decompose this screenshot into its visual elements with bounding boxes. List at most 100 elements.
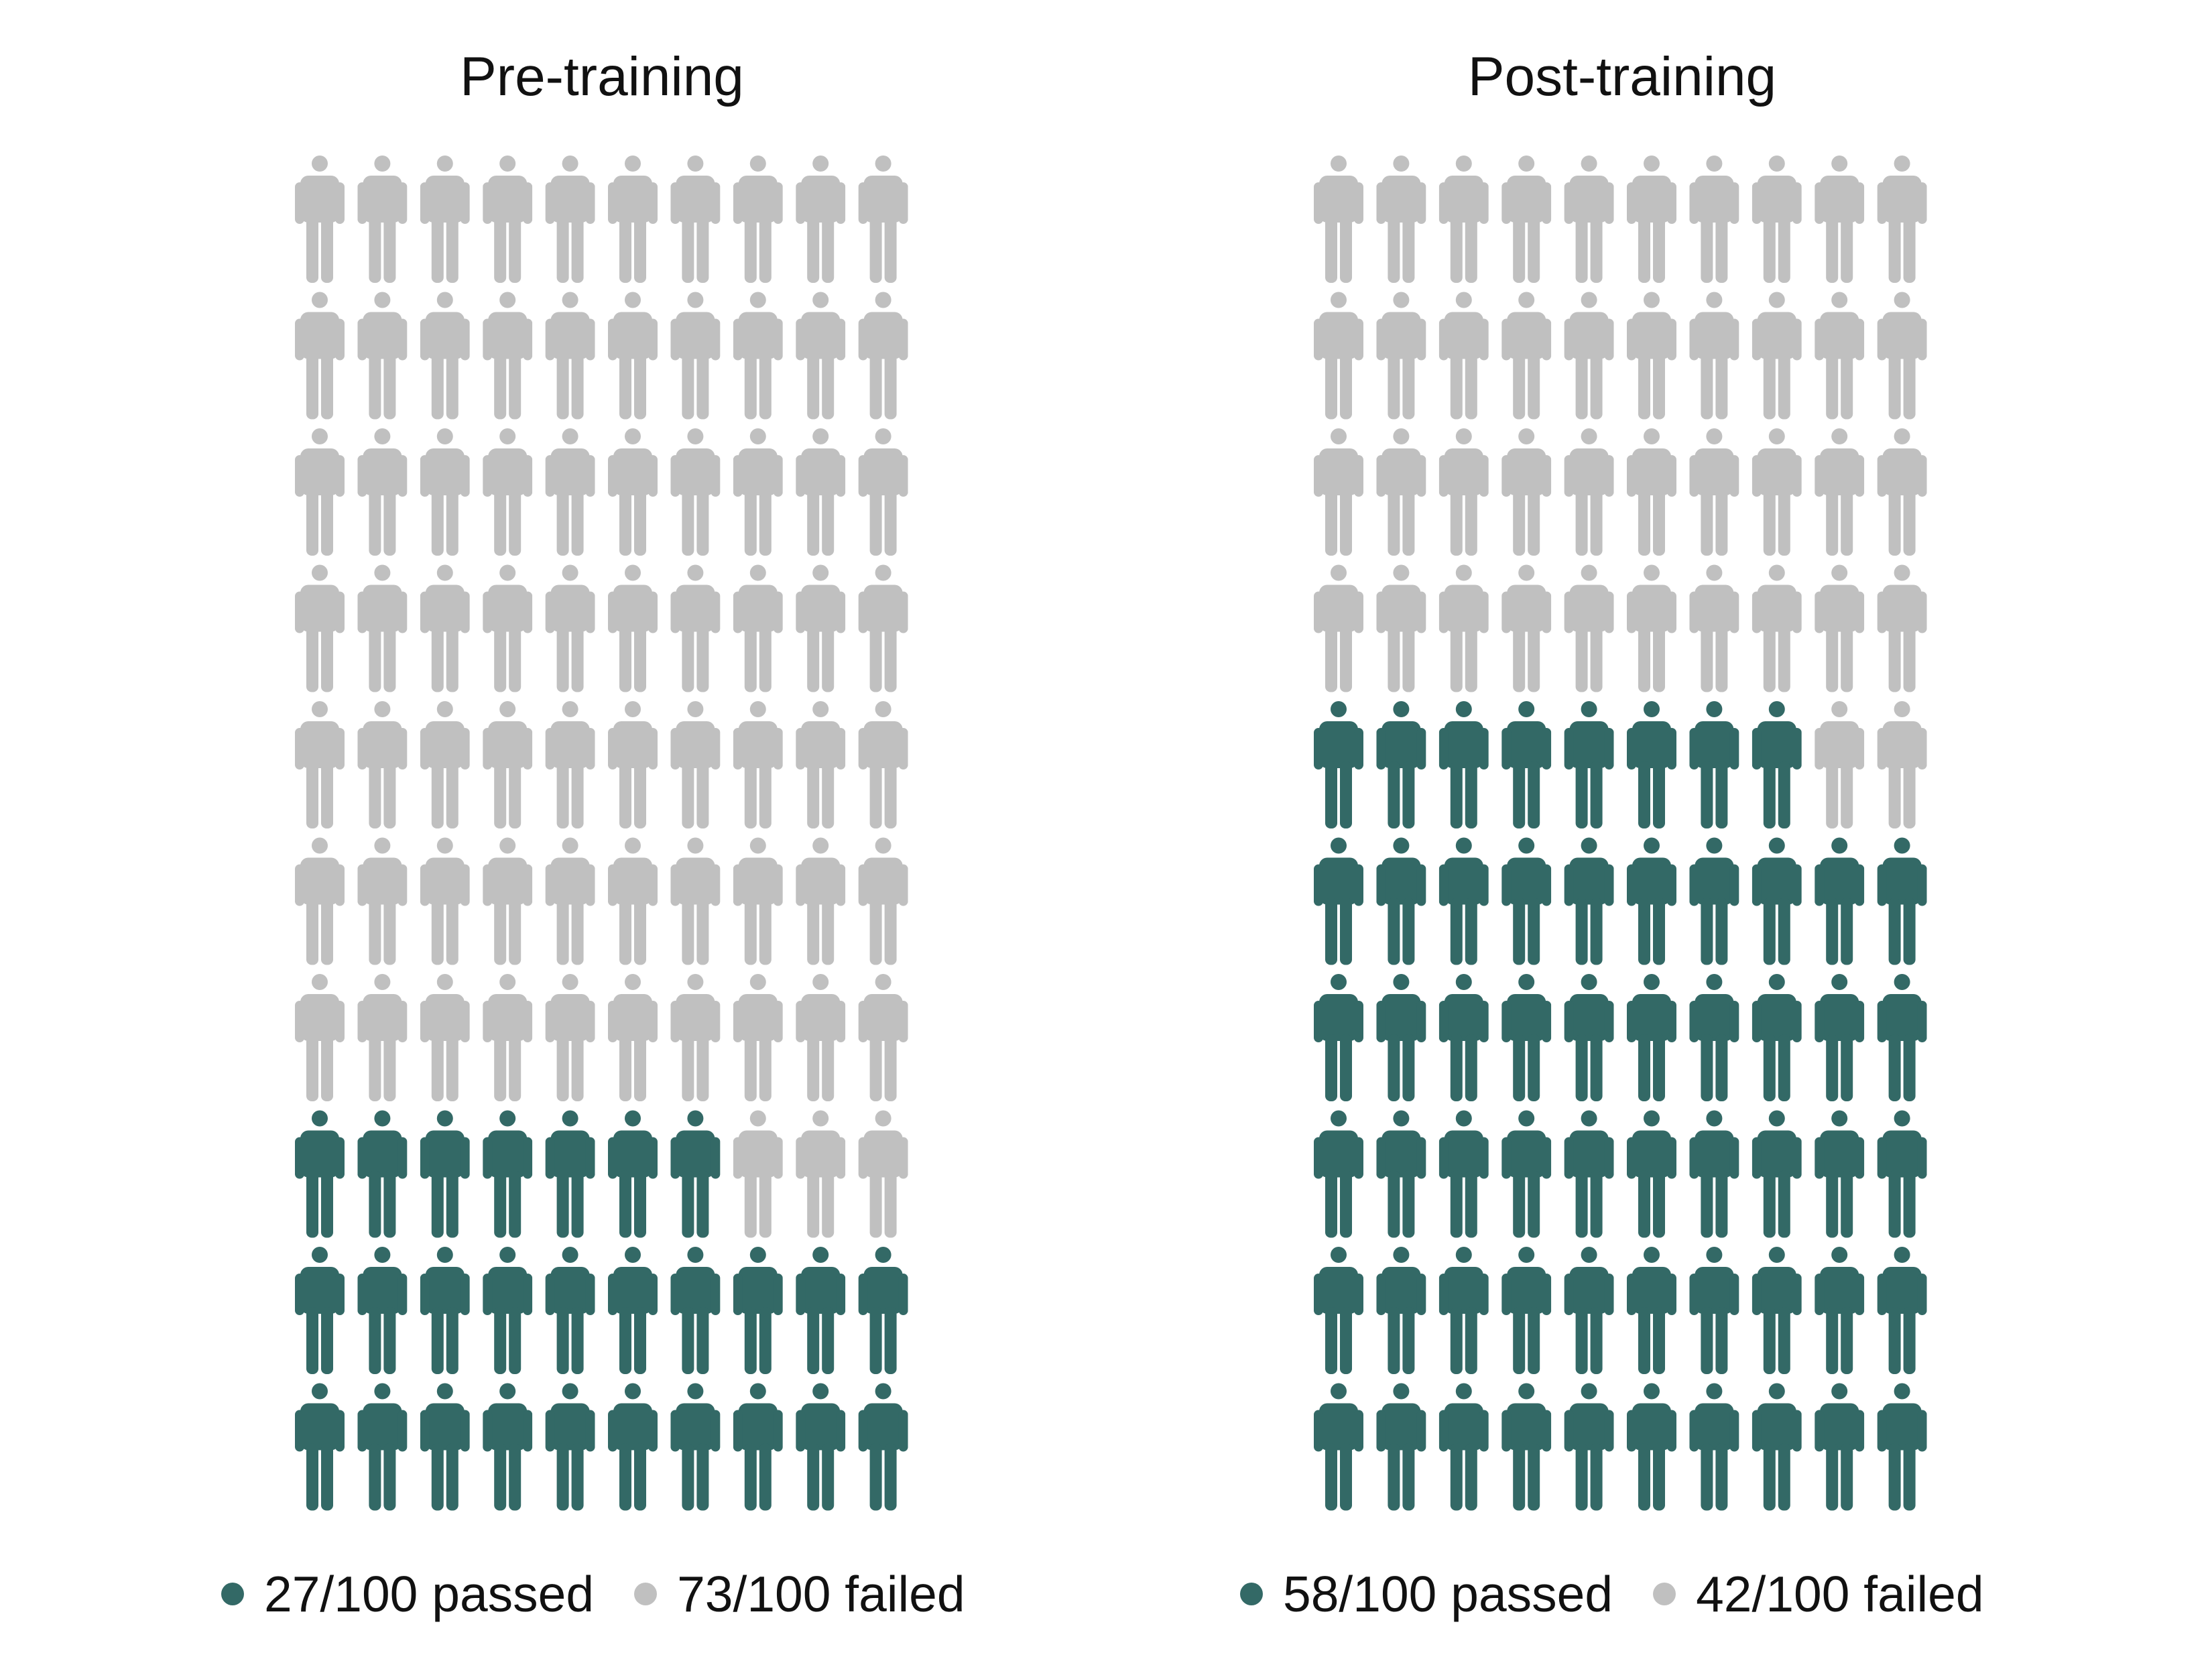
person-icon-failed: [420, 292, 470, 420]
person-icon-failed: [1627, 428, 1676, 556]
person-icon-failed: [1752, 292, 1802, 420]
person-icon-failed: [1376, 428, 1426, 556]
person-icon-passed: [1564, 701, 1614, 828]
person-icon-failed: [1877, 564, 1927, 692]
person-icon-failed: [858, 837, 908, 965]
person-icon-passed: [1752, 1383, 1802, 1511]
person-icon-failed: [1376, 156, 1426, 283]
person-icon-passed: [1877, 974, 1927, 1101]
person-icon-passed: [1376, 1110, 1426, 1238]
person-icon-failed: [608, 974, 658, 1101]
person-icon-failed: [1689, 292, 1739, 420]
person-icon-passed: [1501, 701, 1552, 828]
person-icon-failed: [545, 837, 595, 965]
person-icon-failed: [608, 837, 658, 965]
person-icon-passed: [1501, 1247, 1552, 1374]
person-icon-failed: [420, 837, 470, 965]
person-icon-failed: [1564, 156, 1614, 283]
person-icon-passed: [357, 1247, 408, 1374]
person-icon-failed: [1815, 156, 1865, 283]
pictogram-grid-pre: [295, 156, 908, 1511]
person-icon-failed: [796, 564, 846, 692]
person-icon-passed: [483, 1110, 533, 1238]
person-icon-failed: [483, 428, 533, 556]
legend-dot-passed-icon: [1240, 1583, 1263, 1605]
person-icon-passed: [1689, 974, 1739, 1101]
person-icon-passed: [1752, 1247, 1802, 1374]
person-icon-failed: [420, 564, 470, 692]
legend-label-passed: 58/100 passed: [1283, 1566, 1613, 1622]
person-icon-passed: [1627, 1247, 1676, 1374]
person-icon-passed: [1314, 1110, 1363, 1238]
person-icon-failed: [1501, 156, 1552, 283]
person-icon-passed: [420, 1383, 470, 1511]
person-icon-failed: [295, 974, 345, 1101]
person-icon-failed: [420, 428, 470, 556]
person-icon-failed: [357, 156, 408, 283]
person-icon-failed: [545, 701, 595, 828]
person-icon-failed: [858, 974, 908, 1101]
person-icon-passed: [295, 1383, 345, 1511]
person-icon-passed: [1689, 1383, 1739, 1511]
person-icon-passed: [858, 1383, 908, 1511]
person-icon-passed: [1815, 974, 1865, 1101]
person-icon-passed: [670, 1110, 721, 1238]
person-icon-passed: [608, 1110, 658, 1238]
person-icon-failed: [733, 292, 783, 420]
person-icon-failed: [1627, 292, 1676, 420]
person-icon-failed: [733, 974, 783, 1101]
person-icon-failed: [858, 701, 908, 828]
person-icon-failed: [670, 292, 721, 420]
person-icon-passed: [1627, 837, 1676, 965]
person-icon-failed: [483, 974, 533, 1101]
person-icon-passed: [1501, 974, 1552, 1101]
person-icon-failed: [1438, 564, 1489, 692]
person-icon-passed: [1501, 1110, 1552, 1238]
person-icon-failed: [733, 701, 783, 828]
person-icon-passed: [608, 1383, 658, 1511]
person-icon-failed: [483, 837, 533, 965]
person-icon-passed: [1314, 974, 1363, 1101]
person-icon-failed: [357, 837, 408, 965]
person-icon-failed: [1501, 428, 1552, 556]
person-icon-passed: [670, 1247, 721, 1374]
person-icon-passed: [1877, 1247, 1927, 1374]
person-icon-passed: [1376, 1247, 1426, 1374]
person-icon-passed: [1689, 701, 1739, 828]
person-icon-failed: [357, 974, 408, 1101]
chart-title-post: Post-training: [1468, 46, 1776, 107]
person-icon-failed: [858, 564, 908, 692]
person-icon-passed: [1438, 1110, 1489, 1238]
pictogram-grid-post: [1314, 156, 1927, 1511]
person-icon-failed: [1376, 292, 1426, 420]
person-icon-passed: [670, 1383, 721, 1511]
person-icon-failed: [1877, 292, 1927, 420]
person-icon-passed: [1877, 1383, 1927, 1511]
person-icon-passed: [1501, 837, 1552, 965]
person-icon-passed: [1752, 1110, 1802, 1238]
person-icon-failed: [545, 292, 595, 420]
person-icon-passed: [1815, 1247, 1865, 1374]
legend-dot-failed-icon: [634, 1583, 658, 1605]
person-icon-passed: [1815, 837, 1865, 965]
person-icon-passed: [1877, 1110, 1927, 1238]
person-icon-passed: [1627, 701, 1676, 828]
person-icon-failed: [796, 701, 846, 828]
person-icon-passed: [796, 1247, 846, 1374]
legend-dot-failed-icon: [1653, 1583, 1676, 1605]
person-icon-passed: [1752, 974, 1802, 1101]
person-icon-failed: [858, 156, 908, 283]
chart-title-pre: Pre-training: [460, 46, 744, 107]
legend-dot-passed-icon: [221, 1583, 244, 1605]
person-icon-passed: [1877, 837, 1927, 965]
person-icon-passed: [1752, 837, 1802, 965]
legend-post: 58/100 passed 42/100 failed: [1240, 1560, 1984, 1627]
person-icon-passed: [1564, 1110, 1614, 1238]
person-icon-failed: [1564, 564, 1614, 692]
person-icon-failed: [796, 1110, 846, 1238]
person-icon-failed: [796, 428, 846, 556]
person-icon-passed: [1564, 974, 1614, 1101]
person-icon-passed: [357, 1110, 408, 1238]
person-icon-failed: [1815, 701, 1865, 828]
person-icon-failed: [1689, 428, 1739, 556]
